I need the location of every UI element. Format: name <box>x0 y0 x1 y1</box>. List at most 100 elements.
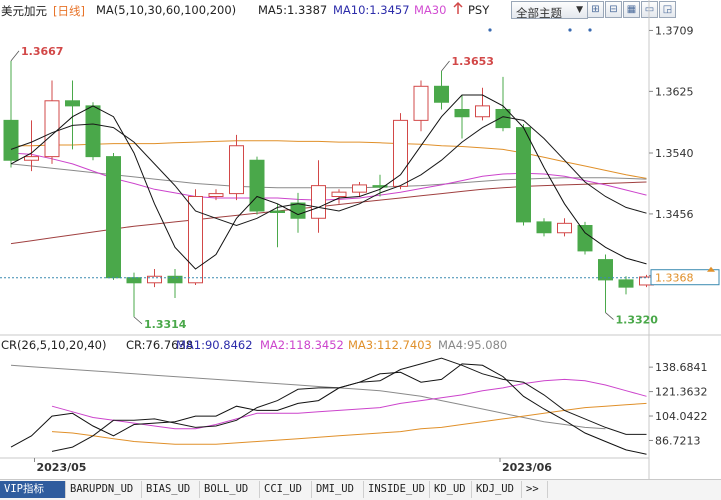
annotation-leader <box>10 50 20 62</box>
cr-ma2-value: MA2:118.3452 <box>260 338 344 352</box>
candle-up <box>229 145 244 195</box>
cr-line <box>10 363 647 455</box>
candle-down <box>598 259 613 281</box>
event-marker <box>488 28 492 32</box>
cr-tick-label: 86.7213 <box>655 434 701 447</box>
cr-panel <box>10 357 647 455</box>
time-label: 2023/05 <box>37 461 87 474</box>
candle-up <box>352 184 367 193</box>
price-marker-icon <box>707 266 715 272</box>
extreme-price-label: 1.3320 <box>616 314 659 327</box>
indicator-tabs: VIP指标 BARUPDN_UD BIAS_UD BOLL_UD CCI_UD DMI_U… <box>0 479 721 500</box>
cr-tick-label: 121.3632 <box>655 386 708 399</box>
candle-up <box>331 191 347 198</box>
indicator-tab[interactable]: BIAS_UD <box>142 481 200 498</box>
event-marker <box>588 28 592 32</box>
cr-ma1-line <box>51 357 647 452</box>
annotation-leader <box>133 316 143 325</box>
extreme-price-label: 1.3667 <box>21 45 63 58</box>
indicator-tab[interactable]: DMI_UD <box>312 481 364 498</box>
candle-down <box>516 127 531 223</box>
current-price-box <box>650 269 720 286</box>
period-label[interactable]: [日线] <box>53 4 85 18</box>
chart-header: 美元加元 [日线] MA(5,10,30,60,100,200) MA5:1.3… <box>0 0 721 20</box>
zoom-out-icon[interactable]: ⊟ <box>605 1 622 18</box>
cr-ma2-line <box>51 378 647 430</box>
candle-down <box>495 108 511 129</box>
candle-down <box>85 105 101 158</box>
cr-tick-label: 104.0422 <box>655 410 708 423</box>
cr-value: CR:76.7638 <box>126 338 194 352</box>
price-panel: 1.3667 1.3653 1.3314 1.3320 <box>0 45 658 331</box>
ma10-line <box>10 116 647 227</box>
cr-ma4-line <box>10 364 606 430</box>
candle-up <box>393 119 408 187</box>
candle-down <box>65 100 80 107</box>
grid-icon[interactable]: ▦ <box>623 1 640 18</box>
candle-up <box>24 156 39 161</box>
cr-name[interactable]: CR(26,5,10,20,40) <box>1 338 107 352</box>
time-label: 2023/06 <box>502 461 552 474</box>
cr-tick-label: 138.6841 <box>655 361 708 374</box>
candle-down <box>618 279 634 288</box>
psy-label[interactable]: PSY <box>468 3 490 17</box>
candle-up <box>557 222 572 234</box>
candle-down <box>249 159 265 212</box>
indicator-tab[interactable]: BARUPDN_UD <box>66 481 142 498</box>
price-tick-label: 1.3625 <box>655 85 694 98</box>
candle-up <box>147 275 162 284</box>
candle-down <box>536 221 552 234</box>
annotation-leader <box>441 60 450 72</box>
annotation-leader <box>605 312 614 320</box>
indicator-tab[interactable]: KD_UD <box>430 481 472 498</box>
price-tick-label: 1.3709 <box>655 24 694 37</box>
candle-up <box>208 193 224 198</box>
ma5-value: MA5:1.3387 <box>258 3 328 17</box>
theme-select-label: 全部主题 <box>516 6 562 20</box>
event-marker <box>568 28 572 32</box>
ma30-value: MA30 <box>414 3 447 17</box>
axes: 1.37091.36251.35401.34561.33711.3368138.… <box>34 24 720 474</box>
candle-up <box>413 85 429 121</box>
extreme-price-label: 1.3653 <box>452 55 494 68</box>
cr-ma3-line <box>51 402 647 445</box>
candle-up <box>475 105 490 118</box>
candle-down <box>126 277 142 284</box>
ma100-line <box>11 140 647 179</box>
theme-select-button[interactable]: 全部主题 ▼ <box>511 1 588 20</box>
cr-ma4-value: MA4:95.080 <box>438 338 508 352</box>
price-tick-label: 1.3540 <box>655 147 694 160</box>
main-indicator-label[interactable]: MA(5,10,30,60,100,200) <box>96 3 237 17</box>
candle-down <box>106 156 121 279</box>
indicator-tab[interactable]: BOLL_UD <box>200 481 260 498</box>
arrow-pointer-icon <box>453 1 463 14</box>
dropdown-arrow-icon: ▼ <box>576 5 583 15</box>
indicator-tab[interactable]: VIP指标 <box>0 481 66 498</box>
price-tick-label: 1.3456 <box>655 208 694 221</box>
candle-down <box>3 119 19 161</box>
candle-up <box>188 196 203 284</box>
indicator-tab[interactable]: INSIDE_UD <box>364 481 430 498</box>
candle-down <box>167 275 183 284</box>
candle-up <box>311 185 326 219</box>
candle-down <box>454 108 470 118</box>
candle-down <box>372 185 388 188</box>
symbol-label: 美元加元 <box>1 4 47 18</box>
indicator-tab[interactable]: KDJ_UD <box>472 481 522 498</box>
extreme-price-label: 1.3314 <box>144 318 187 331</box>
cr-ma1-value: MA1:90.8462 <box>176 338 253 352</box>
candle-down <box>270 210 285 214</box>
candle-down <box>434 85 449 103</box>
cr-ma3-value: MA3:112.7403 <box>348 338 432 352</box>
maximize-icon[interactable]: ◲ <box>659 1 676 18</box>
current-price-label: 1.3368 <box>655 272 694 285</box>
zoom-in-icon[interactable]: ⊞ <box>587 1 604 18</box>
candle-down <box>577 225 593 252</box>
indicator-tab[interactable]: CCI_UD <box>260 481 312 498</box>
more-tabs-button[interactable]: >> <box>522 481 548 498</box>
ma5-line <box>10 94 647 270</box>
candle-down <box>290 202 306 219</box>
cr-legend: CR(26,5,10,20,40) CR:76.7638 MA1:90.8462… <box>0 337 560 353</box>
ma10-value: MA10:1.3457 <box>333 3 410 17</box>
